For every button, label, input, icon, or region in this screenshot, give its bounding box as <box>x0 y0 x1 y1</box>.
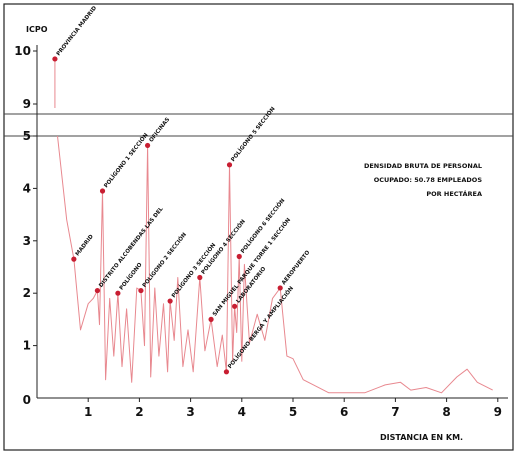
y-tick-label-lower: 1 <box>23 339 31 353</box>
data-marker <box>99 188 106 194</box>
series-line <box>57 135 493 394</box>
y-tick-label-lower: 3 <box>23 234 31 248</box>
x-tick-label: 6 <box>340 405 348 419</box>
data-marker <box>167 298 173 304</box>
x-tick-label: 3 <box>186 405 194 419</box>
data-marker <box>277 285 283 291</box>
data-marker <box>71 256 77 262</box>
data-marker <box>226 162 233 168</box>
data-marker <box>115 290 121 296</box>
markers <box>52 56 283 375</box>
y-tick-label-upper: 9 <box>23 97 31 111</box>
x-tick-label: 4 <box>238 405 246 419</box>
x-tick-label: 1 <box>84 405 92 419</box>
series <box>54 58 493 394</box>
data-marker <box>236 253 242 260</box>
chart-border <box>3 3 514 451</box>
data-marker <box>52 56 58 62</box>
x-axis-label: DISTANCIA EN KM. <box>380 433 463 442</box>
x-tick-label: 5 <box>289 405 297 419</box>
y-tick-label-lower: 2 <box>23 286 31 300</box>
data-marker <box>144 142 151 149</box>
data-marker <box>232 303 238 309</box>
x-tick-label: 8 <box>442 405 450 419</box>
legend: DENSIDAD BRUTA DE PERSONAL OCUPADO: 50.7… <box>364 162 482 198</box>
data-marker <box>138 287 144 294</box>
y-tick-label-upper: 10 <box>14 44 31 58</box>
legend-line-1: DENSIDAD BRUTA DE PERSONAL <box>364 162 482 170</box>
legend-line-3: POR HECTÁREA <box>426 189 482 198</box>
data-marker <box>223 369 230 375</box>
legend-line-2: OCUPADO: 50.78 EMPLEADOS <box>374 176 483 184</box>
data-marker <box>208 316 214 322</box>
x-tick-label: 7 <box>391 405 399 419</box>
ticks: 9 10 1 2 3 4 5 1 2 3 4 5 6 7 8 9 0 <box>14 44 502 419</box>
x-tick-label: 9 <box>494 405 502 419</box>
x-tick-label: 2 <box>135 405 143 419</box>
data-marker <box>197 274 203 281</box>
origin-label: 0 <box>23 393 31 407</box>
y-tick-label-lower: 5 <box>23 129 31 143</box>
y-axis-label: ICPO <box>26 25 48 34</box>
gridlines <box>4 113 513 137</box>
y-tick-label-lower: 4 <box>23 181 31 195</box>
data-marker <box>94 287 101 294</box>
